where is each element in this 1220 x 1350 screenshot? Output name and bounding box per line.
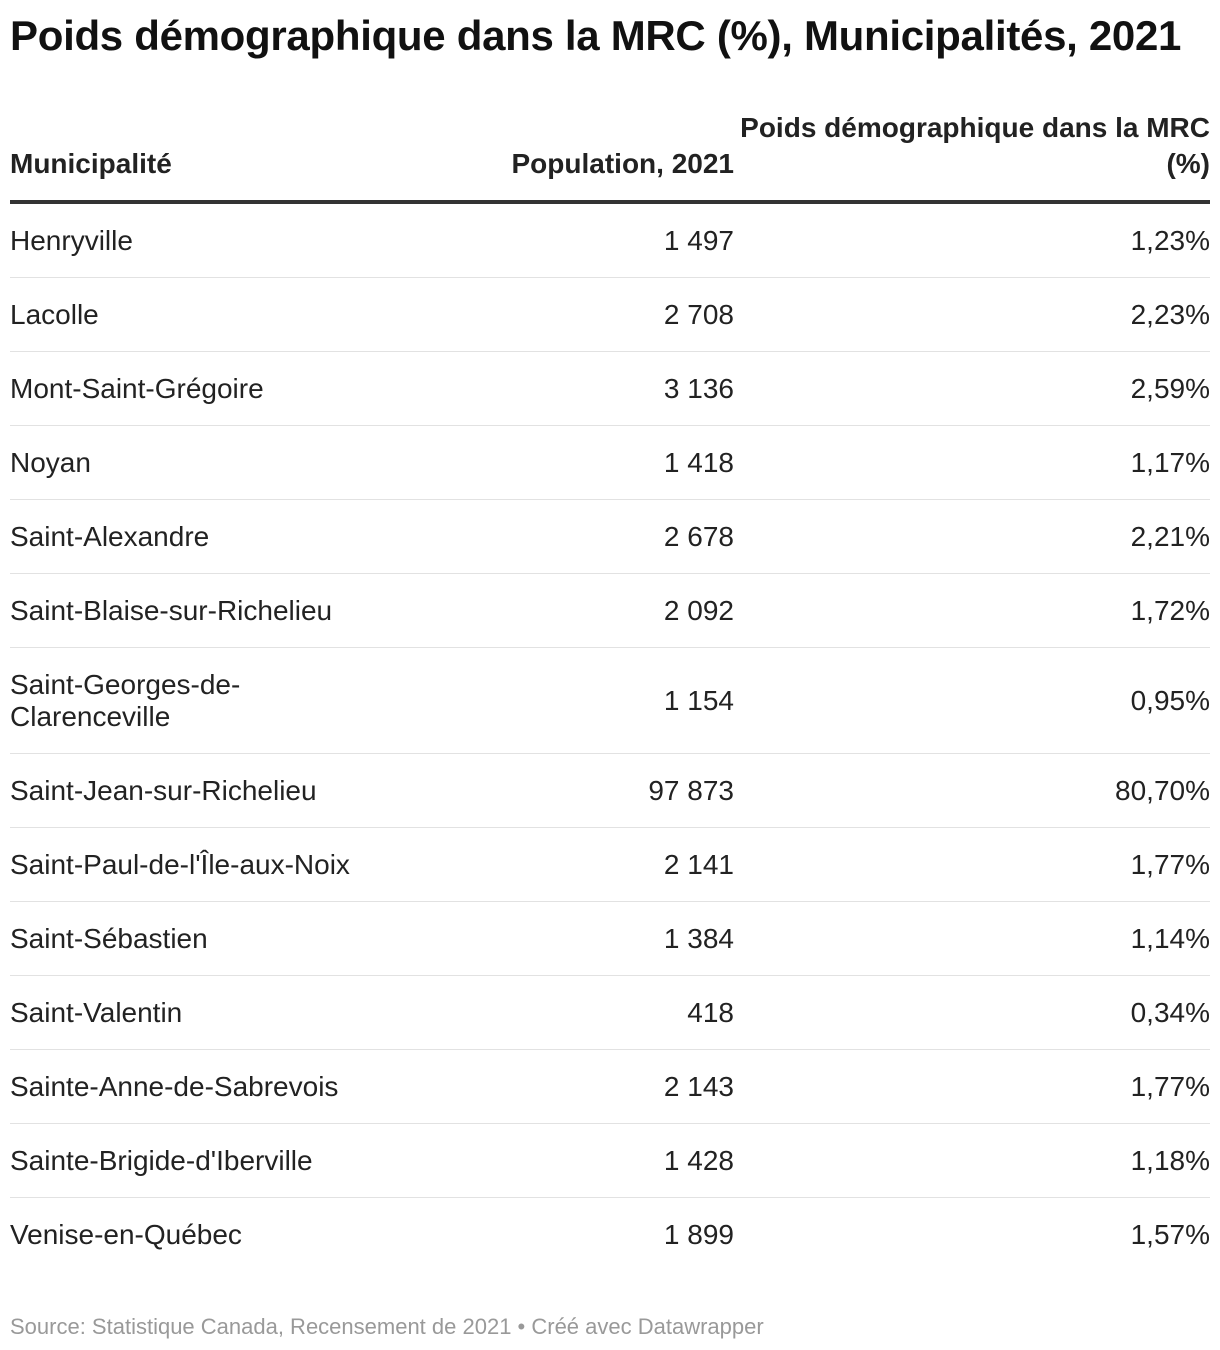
table-row: Henryville 1 497 1,23% bbox=[10, 204, 1210, 278]
chart-title: Poids démographique dans la MRC (%), Mun… bbox=[10, 12, 1182, 59]
cell-population: 3 136 bbox=[663, 372, 734, 404]
cell-population: 2 092 bbox=[663, 594, 734, 626]
cell-municipalite: Saint-Valentin bbox=[10, 996, 183, 1028]
cell-population: 1 428 bbox=[663, 1144, 734, 1176]
cell-poids: 80,70% bbox=[1115, 774, 1210, 806]
cell-population: 418 bbox=[687, 996, 734, 1028]
cell-poids: 1,23% bbox=[1130, 224, 1210, 256]
table-row: Saint-Sébastien 1 384 1,14% bbox=[10, 902, 1210, 976]
table-row: Saint-Paul-de-l'Île-aux-Noix 2 141 1,77% bbox=[10, 828, 1210, 902]
table-row: Noyan 1 418 1,17% bbox=[10, 426, 1210, 500]
cell-municipalite: Mont-Saint-Grégoire bbox=[10, 372, 264, 404]
cell-municipalite: Saint-Jean-sur-Richelieu bbox=[10, 774, 317, 806]
cell-population: 2 143 bbox=[663, 1070, 734, 1102]
cell-poids: 2,59% bbox=[1130, 372, 1210, 404]
cell-poids: 0,95% bbox=[1130, 684, 1210, 716]
table-row: Sainte-Anne-de-Sabrevois 2 143 1,77% bbox=[10, 1050, 1210, 1124]
cell-population: 2 708 bbox=[663, 298, 734, 330]
table-row: Saint-Alexandre 2 678 2,21% bbox=[10, 500, 1210, 574]
cell-poids: 1,72% bbox=[1130, 594, 1210, 626]
cell-poids: 2,21% bbox=[1130, 520, 1210, 552]
table-row: Sainte-Brigide-d'Iberville 1 428 1,18% bbox=[10, 1124, 1210, 1198]
cell-poids: 1,14% bbox=[1130, 922, 1210, 954]
cell-municipalite: Saint-Paul-de-l'Île-aux-Noix bbox=[10, 848, 350, 880]
column-header-poids: Poids démographique dans la MRC (%) bbox=[740, 112, 1210, 179]
cell-poids: 1,17% bbox=[1130, 446, 1210, 478]
cell-population: 1 154 bbox=[663, 684, 734, 716]
cell-municipalite: Lacolle bbox=[10, 298, 99, 330]
table-row: Saint-Blaise-sur-Richelieu 2 092 1,72% bbox=[10, 574, 1210, 648]
cell-population: 1 497 bbox=[663, 224, 734, 256]
cell-population: 1 899 bbox=[663, 1219, 734, 1250]
cell-poids: 1,77% bbox=[1130, 848, 1210, 880]
cell-population: 1 384 bbox=[663, 922, 734, 954]
cell-municipalite: Saint-Georges-de-Clarenceville bbox=[10, 668, 241, 732]
cell-poids: 1,18% bbox=[1130, 1144, 1210, 1176]
cell-municipalite: Sainte-Brigide-d'Iberville bbox=[10, 1144, 313, 1176]
table-row: Lacolle 2 708 2,23% bbox=[10, 278, 1210, 352]
cell-poids: 0,34% bbox=[1130, 996, 1210, 1028]
source-note: Source: Statistique Canada, Recensement … bbox=[10, 1314, 764, 1339]
cell-population: 2 141 bbox=[663, 848, 734, 880]
cell-municipalite: Sainte-Anne-de-Sabrevois bbox=[10, 1070, 339, 1102]
cell-population: 1 418 bbox=[663, 446, 734, 478]
cell-population: 97 873 bbox=[648, 774, 734, 806]
cell-poids: 1,77% bbox=[1130, 1070, 1210, 1102]
table-row: Saint-Georges-de-Clarenceville 1 154 0,9… bbox=[10, 648, 1210, 754]
cell-poids: 2,23% bbox=[1130, 298, 1210, 330]
table-row: Saint-Valentin 418 0,34% bbox=[10, 976, 1210, 1050]
cell-poids: 1,57% bbox=[1130, 1219, 1210, 1250]
column-header-municipalite: Municipalité bbox=[10, 148, 172, 179]
cell-municipalite: Henryville bbox=[10, 224, 133, 256]
table-row: Venise-en-Québec 1 899 1,57% bbox=[10, 1198, 1210, 1272]
cell-population: 2 678 bbox=[663, 520, 734, 552]
cell-municipalite: Saint-Sébastien bbox=[10, 922, 208, 954]
cell-municipalite: Venise-en-Québec bbox=[10, 1219, 242, 1250]
table-header: Municipalité Population, 2021 Poids démo… bbox=[10, 110, 1210, 204]
table-row: Mont-Saint-Grégoire 3 136 2,59% bbox=[10, 352, 1210, 426]
column-header-population: Population, 2021 bbox=[511, 148, 735, 179]
table-row: Saint-Jean-sur-Richelieu 97 873 80,70% bbox=[10, 754, 1210, 828]
cell-municipalite: Saint-Alexandre bbox=[10, 520, 210, 552]
cell-municipalite: Saint-Blaise-sur-Richelieu bbox=[10, 594, 333, 626]
data-table: Municipalité Population, 2021 Poids démo… bbox=[10, 110, 1210, 1272]
cell-municipalite: Noyan bbox=[10, 446, 91, 478]
